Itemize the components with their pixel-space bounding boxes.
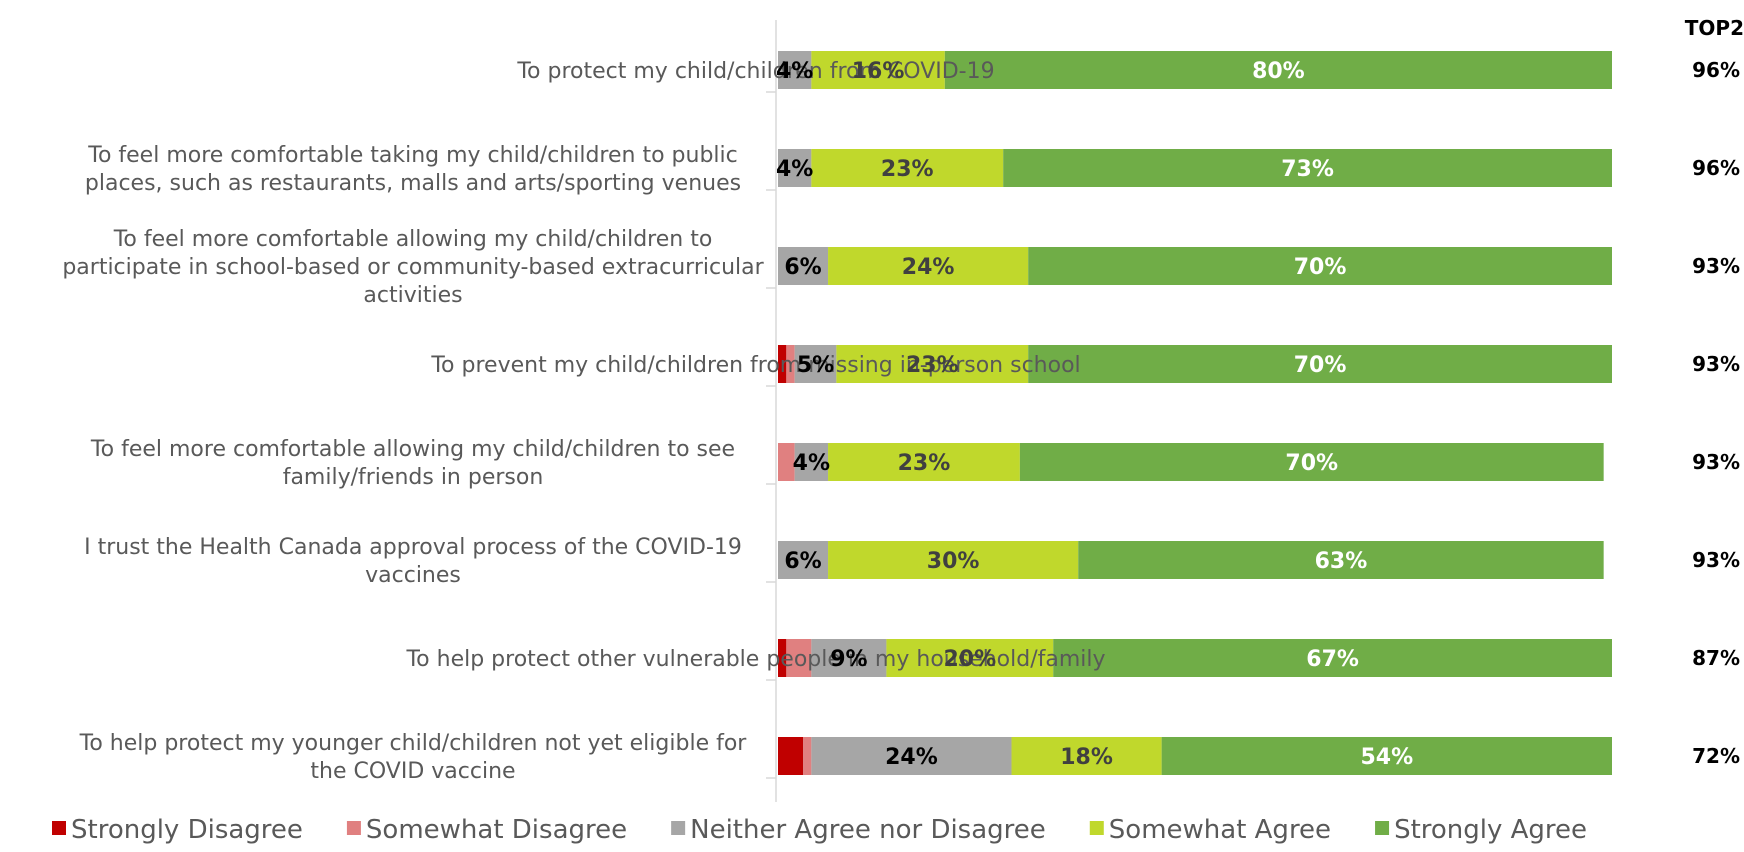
data-label: 5% bbox=[797, 353, 834, 378]
data-label: 24% bbox=[885, 745, 938, 770]
bar-segment bbox=[828, 541, 1079, 579]
bar-segment bbox=[836, 345, 1029, 383]
bar-segment bbox=[1078, 541, 1604, 579]
category-label: To protect my child/children from COVID-… bbox=[516, 59, 994, 84]
top2-value: 93% bbox=[1692, 450, 1740, 474]
category-label: To help protect my younger child/childre… bbox=[79, 731, 748, 784]
bar-segment bbox=[786, 345, 795, 383]
category-label: To prevent my child/children from missin… bbox=[430, 353, 1080, 378]
data-label: 70% bbox=[1294, 353, 1347, 378]
data-label: 4% bbox=[776, 157, 813, 182]
top2-value: 93% bbox=[1692, 352, 1740, 376]
bar-segment bbox=[778, 345, 787, 383]
legend-swatch bbox=[346, 821, 361, 835]
bar-segment bbox=[1028, 247, 1612, 285]
data-label: 73% bbox=[1281, 157, 1334, 182]
data-label: 30% bbox=[927, 549, 980, 574]
bar-segment bbox=[778, 639, 787, 677]
category-label: To feel more comfortable taking my child… bbox=[85, 143, 741, 196]
top2-value: 93% bbox=[1692, 254, 1740, 278]
category-label: I trust the Health Canada approval proce… bbox=[84, 535, 742, 588]
bar-segment bbox=[811, 51, 945, 89]
bar-segment bbox=[1019, 443, 1604, 481]
bar-segment bbox=[828, 443, 1020, 481]
data-label: 23% bbox=[906, 353, 959, 378]
bar-segment bbox=[1003, 149, 1612, 187]
bar-segment bbox=[794, 345, 837, 383]
data-label: 16% bbox=[852, 59, 905, 84]
category-label: To feel more comfortable allowing my chi… bbox=[62, 227, 764, 308]
bar-segment bbox=[794, 443, 829, 481]
bar-segment bbox=[803, 737, 812, 775]
data-label: 4% bbox=[793, 451, 830, 476]
legend-swatch bbox=[671, 821, 686, 835]
legend-label: Strongly Disagree bbox=[71, 815, 303, 845]
bar-segment bbox=[778, 443, 795, 481]
legend-label: Somewhat Disagree bbox=[366, 815, 627, 845]
bar-segment bbox=[778, 51, 812, 89]
bar-segment bbox=[828, 247, 1029, 285]
bar-segment bbox=[778, 149, 812, 187]
bar-segment bbox=[1161, 737, 1612, 775]
bar-segment bbox=[1053, 639, 1612, 677]
top2-value: 87% bbox=[1692, 646, 1740, 670]
top2-value: 72% bbox=[1692, 744, 1740, 768]
bar-segment bbox=[1011, 737, 1162, 775]
category-label: To help protect other vulnerable people … bbox=[405, 647, 1105, 672]
data-label: 70% bbox=[1285, 451, 1338, 476]
top2-header: TOP2 bbox=[1685, 16, 1744, 40]
data-label: 23% bbox=[881, 157, 934, 182]
data-label: 9% bbox=[830, 647, 867, 672]
bar-segment bbox=[778, 541, 829, 579]
data-label: 80% bbox=[1252, 59, 1305, 84]
legend-label: Somewhat Agree bbox=[1109, 815, 1331, 845]
legend-label: Strongly Agree bbox=[1394, 815, 1587, 845]
data-label: 70% bbox=[1294, 255, 1347, 280]
data-label: 54% bbox=[1360, 745, 1413, 770]
legend-swatch bbox=[1375, 821, 1390, 835]
data-label: 4% bbox=[776, 59, 813, 84]
bar-segment bbox=[811, 639, 887, 677]
data-label: 23% bbox=[898, 451, 951, 476]
data-label: 6% bbox=[784, 549, 821, 574]
bar-segment bbox=[1028, 345, 1612, 383]
data-label: 24% bbox=[902, 255, 955, 280]
data-label: 63% bbox=[1315, 549, 1368, 574]
bar-segment bbox=[811, 737, 1012, 775]
data-label: 6% bbox=[784, 255, 821, 280]
data-label: 18% bbox=[1060, 745, 1113, 770]
top2-value: 93% bbox=[1692, 548, 1740, 572]
data-label: 20% bbox=[943, 647, 996, 672]
legend-swatch bbox=[1089, 821, 1104, 835]
bar-segment bbox=[778, 247, 829, 285]
bar-segment bbox=[778, 737, 804, 775]
category-label: To feel more comfortable allowing my chi… bbox=[90, 437, 735, 490]
bar-segment bbox=[786, 639, 812, 677]
legend-label: Neither Agree nor Disagree bbox=[690, 815, 1046, 845]
legend-swatch bbox=[52, 821, 66, 835]
bar-segment bbox=[944, 51, 1612, 89]
top2-value: 96% bbox=[1692, 156, 1740, 180]
data-label: 67% bbox=[1306, 647, 1359, 672]
bar-segment bbox=[811, 149, 1004, 187]
top2-value: 96% bbox=[1692, 58, 1740, 82]
bar-segment bbox=[886, 639, 1054, 677]
